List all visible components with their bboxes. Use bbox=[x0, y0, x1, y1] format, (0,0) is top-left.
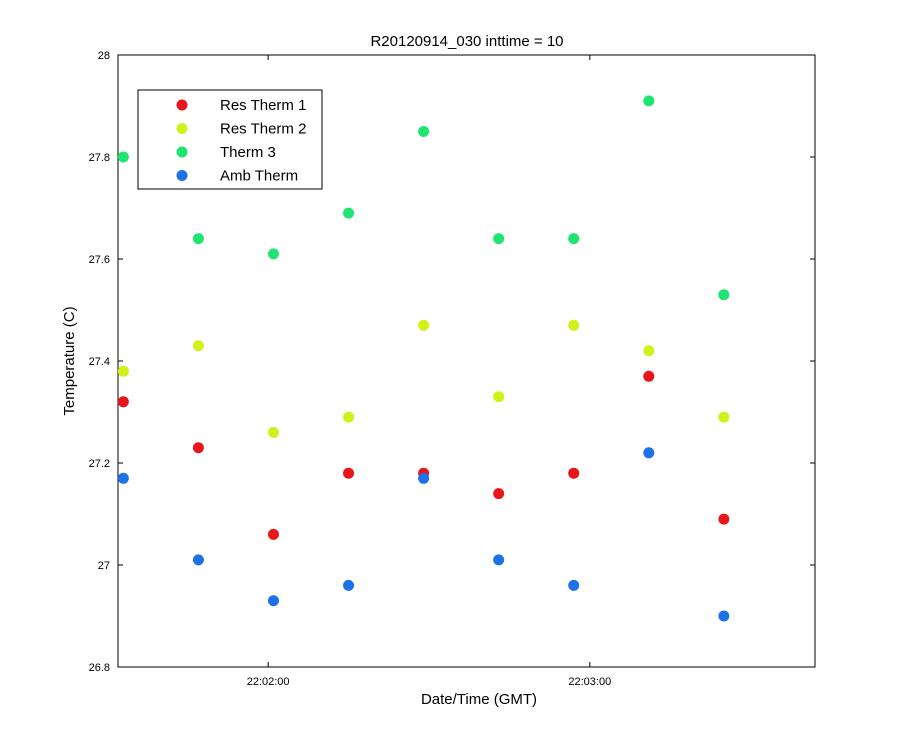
data-point-series-3 bbox=[718, 289, 730, 301]
data-point-series-1 bbox=[117, 396, 129, 408]
x-axis-label: Date/Time (GMT) bbox=[421, 691, 537, 708]
data-point-series-3 bbox=[192, 233, 204, 245]
data-point-series-2 bbox=[192, 340, 204, 352]
data-point-series-4 bbox=[718, 610, 730, 622]
data-point-series-1 bbox=[718, 513, 730, 525]
data-point-series-3 bbox=[568, 233, 580, 245]
data-point-series-1 bbox=[568, 467, 580, 479]
legend-label: Therm 3 bbox=[220, 144, 276, 161]
data-point-series-3 bbox=[267, 248, 279, 260]
legend-marker bbox=[176, 99, 188, 111]
legend-box bbox=[137, 89, 323, 190]
y-tick-label: 27.6 bbox=[89, 254, 110, 266]
data-point-series-4 bbox=[643, 447, 655, 459]
data-point-series-3 bbox=[493, 233, 505, 245]
legend-label: Res Therm 1 bbox=[220, 97, 306, 114]
data-point-series-2 bbox=[267, 426, 279, 438]
legend-marker bbox=[176, 123, 188, 134]
data-point-series-1 bbox=[267, 528, 279, 540]
x-tick-label: 22:03:00 bbox=[568, 676, 611, 688]
y-tick-label: 27.2 bbox=[89, 458, 110, 470]
data-point-series-4 bbox=[568, 579, 580, 591]
legend-marker bbox=[176, 146, 188, 158]
data-points bbox=[117, 95, 730, 622]
data-point-series-2 bbox=[643, 345, 655, 357]
data-point-series-2 bbox=[718, 411, 730, 423]
data-point-series-4 bbox=[267, 595, 279, 607]
data-point-series-4 bbox=[343, 579, 355, 591]
data-point-series-4 bbox=[192, 554, 204, 566]
data-point-series-3 bbox=[117, 151, 129, 163]
data-point-series-2 bbox=[117, 365, 129, 377]
legend: Res Therm 1 Res Therm 2 Therm 3 Amb Therm bbox=[137, 89, 323, 190]
data-point-series-2 bbox=[568, 319, 580, 331]
y-tick-label: 28 bbox=[98, 50, 110, 62]
data-point-series-3 bbox=[643, 95, 655, 107]
legend-label: Amb Therm bbox=[220, 168, 298, 185]
chart-title: R20120914_030 inttime = 10 bbox=[370, 33, 563, 50]
y-tick-label: 26.8 bbox=[89, 662, 110, 674]
y-axis-label: Temperature (C) bbox=[61, 306, 78, 415]
data-point-series-2 bbox=[493, 391, 505, 403]
y-tick-label: 27.4 bbox=[89, 356, 110, 368]
x-tick-label: 22:02:00 bbox=[247, 676, 290, 688]
data-point-series-4 bbox=[493, 554, 505, 566]
data-point-series-4 bbox=[418, 472, 430, 484]
data-point-series-1 bbox=[643, 370, 655, 382]
data-point-series-2 bbox=[418, 319, 430, 331]
data-point-series-1 bbox=[192, 442, 204, 454]
data-point-series-1 bbox=[343, 467, 355, 479]
axis-ticks: 26.8 27 27.2 27.4 27.6 27.8 28 22:02:00 22:03:00 bbox=[89, 50, 815, 688]
data-point-series-3 bbox=[343, 207, 355, 219]
legend-label: Res Therm 2 bbox=[220, 121, 306, 138]
legend-marker bbox=[176, 170, 188, 181]
data-point-series-2 bbox=[343, 411, 355, 423]
data-point-series-1 bbox=[493, 488, 505, 500]
data-point-series-4 bbox=[117, 472, 129, 484]
y-tick-label: 27 bbox=[98, 560, 110, 572]
data-point-series-3 bbox=[418, 126, 430, 137]
y-tick-label: 27.8 bbox=[89, 152, 110, 164]
